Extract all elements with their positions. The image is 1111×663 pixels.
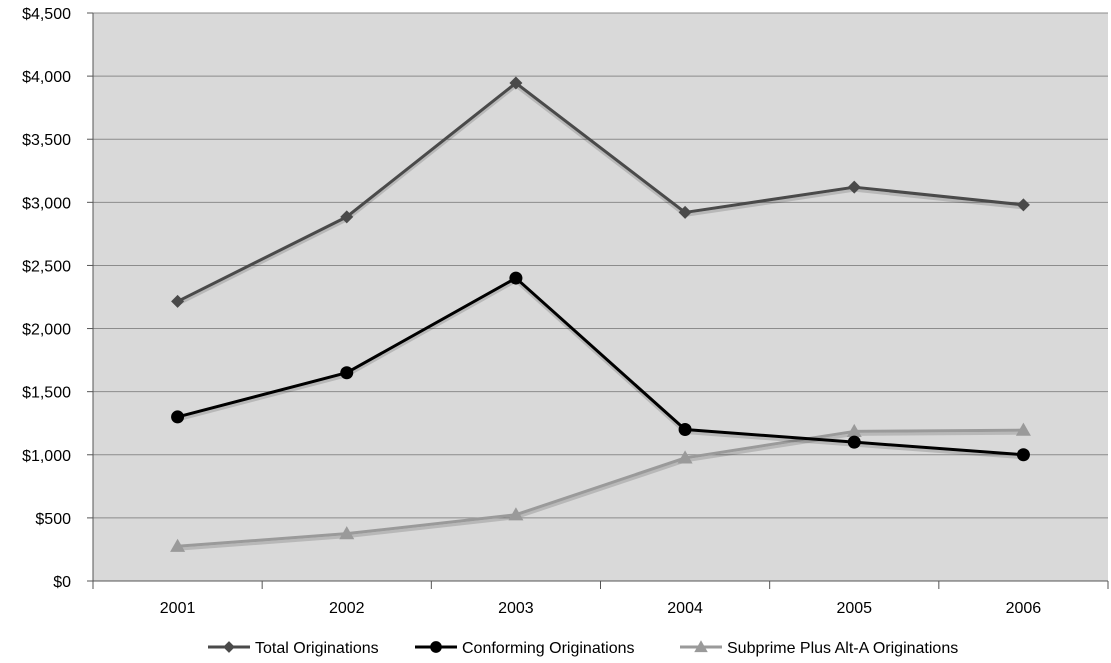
series-shadow [177,279,1024,460]
series-shadow [176,84,1024,306]
data-point [509,271,523,285]
data-point [678,205,692,219]
legend-swatch-marker [223,641,235,653]
data-point [171,294,185,308]
data-point [1016,448,1030,462]
x-tick-label: 2002 [329,600,365,617]
x-tick-label: 2003 [498,600,534,617]
legend-label: Conforming Originations [462,640,635,657]
series-total-originations [171,76,1030,308]
y-tick-label: $2,500 [22,258,71,275]
legend-label: Total Originations [255,640,379,657]
data-point [339,526,355,540]
x-tick-label: 2005 [836,600,872,617]
series-layer [170,76,1031,552]
legend-item: Total Originations [208,640,379,657]
y-tick-label: $1,000 [22,448,71,465]
series-line [177,428,1024,548]
data-point [678,423,692,437]
data-point [509,76,523,90]
legend-item: Conforming Originations [415,640,635,657]
data-point [677,450,693,464]
y-tick-label: $4,000 [22,69,71,86]
x-tick-label: 2004 [667,600,703,617]
legend-swatch-marker [694,640,708,653]
gridlines [93,12,1108,519]
x-tick-label: 2006 [1006,600,1042,617]
series-line [176,81,1024,303]
data-point [171,410,185,424]
legend-swatch-marker [430,641,442,653]
data-point [846,423,862,438]
y-tick-label: $500 [35,511,71,528]
plot-area [93,13,1108,581]
y-tick-label: $3,000 [22,195,71,212]
data-point [340,366,354,380]
data-point [340,210,354,224]
data-point [847,180,861,194]
series-line [177,276,1024,457]
data-point [508,507,524,521]
series-subprime-plus-alt-a-originations [170,422,1031,552]
y-axis-ticks: $0 $500 $1,000 $1,500 $2,000 $2,500 $3,000 $3,5… [22,6,93,591]
legend-label: Subprime Plus Alt-A Originations [727,640,958,657]
data-point [847,435,861,449]
y-tick-label: $3,500 [22,132,71,149]
x-tick-label: 2001 [160,600,196,617]
data-point [170,538,186,552]
series-conforming-originations [171,271,1030,462]
series-shadow [177,431,1024,551]
data-point [1016,198,1030,212]
y-tick-label: $2,000 [22,322,71,339]
data-point [1015,422,1031,436]
y-tick-label: $0 [53,574,71,591]
legend: Total Originations Conforming Origination… [208,640,958,657]
y-tick-label: $4,500 [22,6,71,23]
y-tick-label: $1,500 [22,385,71,402]
legend-item: Subprime Plus Alt-A Originations [680,640,958,657]
x-axis-ticks: 2001 2002 2003 2004 2005 2006 [92,581,1109,617]
